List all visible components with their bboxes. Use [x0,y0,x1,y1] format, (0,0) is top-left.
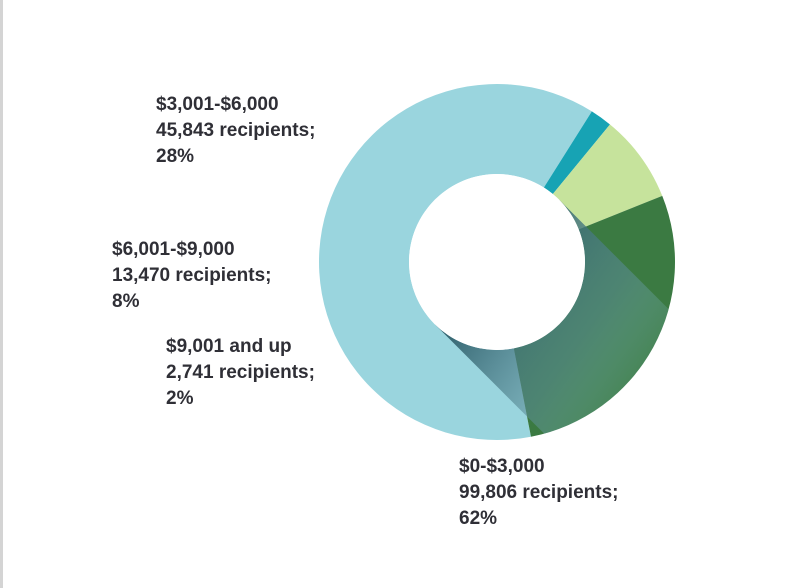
slice-recipients: 13,470 recipients; [112,265,272,286]
donut-slice-2 [552,124,663,230]
donut-slice-1 [543,111,610,194]
left-border [0,0,3,588]
slice-label-9001-up: $9,001 and up 2,741 recipients; 2% [166,334,315,412]
slice-range: $6,001-$9,000 [112,239,235,260]
slice-range: $3,001-$6,000 [156,94,279,115]
slice-label-0-3000: $0-$3,000 99,806 recipients; 62% [459,454,618,532]
donut-hole [409,174,585,350]
slice-percent: 2% [166,388,194,409]
slice-label-3001-6000: $3,001-$6,000 45,843 recipients; 28% [156,92,315,170]
slice-range: $0-$3,000 [459,456,545,477]
donut-slice-0 [318,84,592,440]
slice-percent: 8% [112,291,140,312]
slice-label-6001-9000: $6,001-$9,000 13,470 recipients; 8% [112,237,271,315]
slice-range: $9,001 and up [166,336,292,357]
slice-recipients: 99,806 recipients; [459,482,619,503]
slice-percent: 28% [156,146,195,167]
slice-recipients: 45,843 recipients; [156,120,316,141]
slice-recipients: 2,741 recipients; [166,362,315,383]
slice-percent: 62% [459,508,498,529]
